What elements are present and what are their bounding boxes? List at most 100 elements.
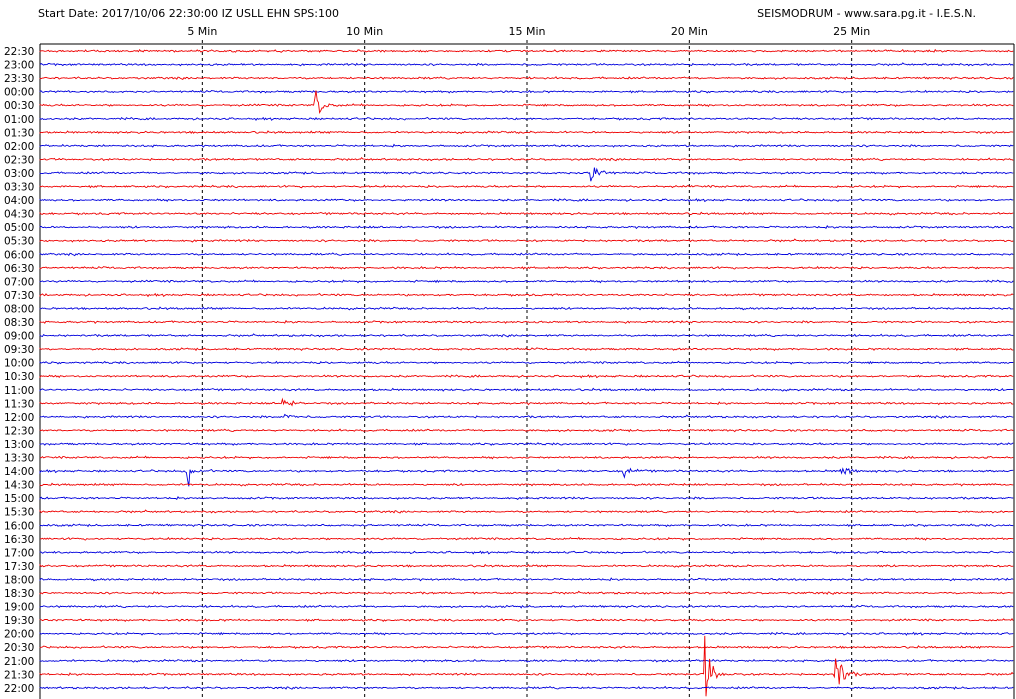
row-time-label: 11:00 xyxy=(4,385,34,397)
trace-row xyxy=(39,563,1014,568)
trace-row xyxy=(39,184,1014,189)
row-time-label: 05:00 xyxy=(4,222,34,234)
trace-row xyxy=(39,685,1014,690)
row-time-label: 14:00 xyxy=(4,466,34,478)
trace-row xyxy=(39,482,1014,487)
trace-row xyxy=(39,631,1014,636)
row-time-label: 08:00 xyxy=(4,303,34,315)
row-time-label: 10:30 xyxy=(4,371,34,383)
trace-row xyxy=(39,252,1014,257)
row-time-label: 06:00 xyxy=(4,249,34,261)
row-time-label: 01:30 xyxy=(4,127,34,139)
trace-row xyxy=(39,347,1014,352)
row-time-label: 07:30 xyxy=(4,290,34,302)
row-time-label: 22:30 xyxy=(4,46,34,58)
trace-row xyxy=(39,211,1014,216)
trace-row xyxy=(39,442,1014,446)
row-time-label: 16:00 xyxy=(4,520,34,532)
trace-row xyxy=(39,413,1014,419)
trace-row xyxy=(39,333,1014,338)
seismic-traces xyxy=(39,48,1014,697)
trace-row xyxy=(39,279,1014,284)
trace-row xyxy=(39,360,1014,365)
row-time-label: 20:00 xyxy=(4,629,34,641)
trace-row xyxy=(39,387,1014,392)
x-tick-label: 15 Min xyxy=(508,25,545,38)
trace-row xyxy=(39,292,1014,298)
x-tick-label: 20 Min xyxy=(671,25,708,38)
x-axis-ticks: 5 Min 10 Min 15 Min 20 Min 25 Min xyxy=(187,25,870,38)
trace-row xyxy=(39,89,1014,94)
row-time-label: 13:00 xyxy=(4,439,34,451)
trace-row xyxy=(39,238,1014,243)
x-tick-label: 5 Min xyxy=(187,25,217,38)
trace-row xyxy=(39,618,1014,622)
minute-gridlines xyxy=(201,40,853,699)
row-time-label: 03:30 xyxy=(4,182,34,194)
trace-row xyxy=(39,130,1014,135)
x-tick-label: 10 Min xyxy=(346,25,383,38)
row-time-label: 09:00 xyxy=(4,331,34,343)
row-time-label: 19:30 xyxy=(4,615,34,627)
trace-row xyxy=(39,509,1014,514)
row-time-label: 15:00 xyxy=(4,493,34,505)
row-time-label: 07:00 xyxy=(4,276,34,288)
trace-row xyxy=(39,658,1014,663)
row-time-label: 23:30 xyxy=(4,73,34,85)
row-time-label: 21:30 xyxy=(4,669,34,681)
trace-row xyxy=(39,265,1014,270)
row-time-label: 04:30 xyxy=(4,209,34,221)
row-time-label: 13:30 xyxy=(4,453,34,465)
trace-row xyxy=(39,635,1014,697)
row-time-label: 12:00 xyxy=(4,412,34,424)
trace-row xyxy=(39,116,1014,121)
row-time-label: 08:30 xyxy=(4,317,34,329)
row-time-label: 14:30 xyxy=(4,480,34,492)
row-time-label: 17:00 xyxy=(4,547,34,559)
row-time-label: 20:30 xyxy=(4,642,34,654)
trace-row xyxy=(39,604,1014,609)
row-time-label: 02:00 xyxy=(4,141,34,153)
row-time-label: 16:30 xyxy=(4,534,34,546)
trace-row xyxy=(39,157,1014,162)
trace-row xyxy=(39,590,1014,595)
row-time-label: 04:00 xyxy=(4,195,34,207)
trace-row xyxy=(39,374,1014,379)
trace-row xyxy=(39,167,1014,182)
trace-row xyxy=(39,536,1014,541)
row-time-label: 12:30 xyxy=(4,425,34,437)
row-time-label: 18:00 xyxy=(4,574,34,586)
trace-row xyxy=(39,143,1014,148)
row-time-label: 11:30 xyxy=(4,398,34,410)
row-time-label: 01:00 xyxy=(4,114,34,126)
row-time-label: 03:00 xyxy=(4,168,34,180)
trace-row xyxy=(39,428,1014,433)
row-time-label: 05:30 xyxy=(4,236,34,248)
start-date-header: Start Date: 2017/10/06 22:30:00 IZ USLL … xyxy=(38,7,339,20)
row-time-label: 15:30 xyxy=(4,507,34,519)
row-time-label: 18:30 xyxy=(4,588,34,600)
x-tick-label: 25 Min xyxy=(833,25,870,38)
trace-row xyxy=(39,645,1014,650)
row-time-label: 23:00 xyxy=(4,60,34,72)
row-time-label: 06:30 xyxy=(4,263,34,275)
trace-row xyxy=(39,577,1014,582)
row-time-label: 02:30 xyxy=(4,154,34,166)
trace-row xyxy=(39,523,1014,528)
plot-frame xyxy=(39,43,1015,699)
row-time-label: 19:00 xyxy=(4,602,34,614)
credit-header: SEISMODRUM - www.sara.pg.it - I.E.S.N. xyxy=(757,7,976,20)
row-time-label: 09:30 xyxy=(4,344,34,356)
trace-row xyxy=(39,319,1014,325)
trace-row xyxy=(39,198,1014,203)
trace-row xyxy=(39,224,1014,230)
row-time-label: 17:30 xyxy=(4,561,34,573)
trace-row xyxy=(39,62,1014,67)
trace-row xyxy=(39,397,1014,407)
trace-row xyxy=(39,455,1014,460)
row-time-label: 10:00 xyxy=(4,358,34,370)
trace-row xyxy=(39,90,1014,114)
trace-row xyxy=(39,306,1014,311)
